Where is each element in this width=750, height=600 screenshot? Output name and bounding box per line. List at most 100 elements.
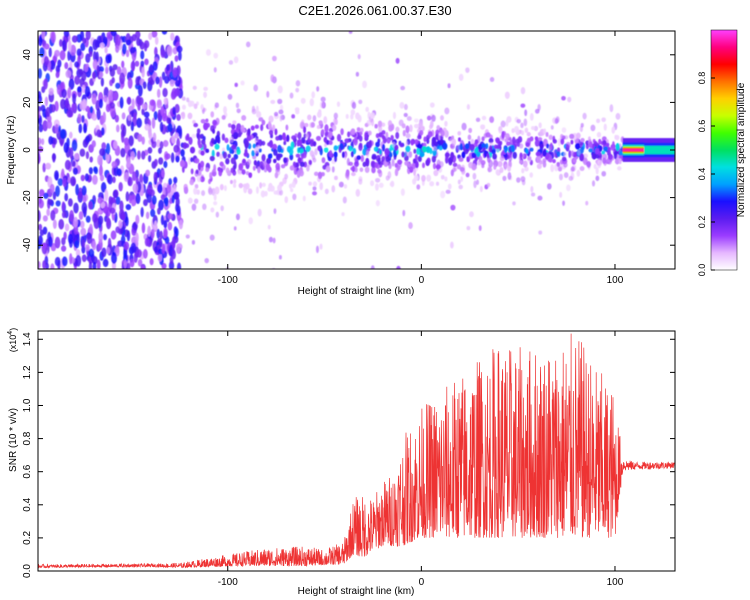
spectrogram-cell xyxy=(350,150,354,158)
spectrogram-cell xyxy=(585,200,589,206)
spectrogram-cell xyxy=(266,91,270,98)
spectrogram-cell xyxy=(196,175,202,183)
spectrogram-cell xyxy=(561,135,566,140)
spectrogram-cell xyxy=(413,148,417,154)
spectrogram-cell xyxy=(476,179,480,186)
spectrogram-cell xyxy=(273,148,278,156)
spectrogram-cell xyxy=(79,220,85,229)
spectrogram-cell xyxy=(126,96,132,105)
x-tick-label: 0 xyxy=(419,577,425,588)
y-tick-label: 0.2 xyxy=(22,531,33,545)
spectrogram-cell xyxy=(419,151,425,158)
spectrogram-cell xyxy=(320,96,326,102)
spectrogram-cell xyxy=(191,133,197,139)
spectrogram-cell xyxy=(93,167,99,175)
spectrogram-cell xyxy=(42,215,48,222)
spectrogram-cell xyxy=(112,176,116,184)
spectrogram-cell xyxy=(52,137,58,145)
spectrogram-cell xyxy=(486,152,490,159)
spectrogram-cell xyxy=(603,146,609,152)
spectrogram-cell xyxy=(582,153,589,159)
spectrogram-cell xyxy=(366,119,372,126)
spectrogram-cell xyxy=(192,85,197,90)
spectrogram-cell xyxy=(55,200,61,207)
spectrogram-cell xyxy=(472,172,477,180)
spectrogram-cell xyxy=(205,167,210,173)
spectrogram-cell xyxy=(52,219,57,229)
spectrogram-cell xyxy=(469,211,474,218)
spectrogram-cell xyxy=(343,184,348,189)
spectrogram-cell xyxy=(85,151,90,160)
spectrogram-cell xyxy=(601,117,606,123)
spectrogram-cell xyxy=(61,211,67,219)
spectrogram-cell xyxy=(125,39,132,46)
spectrogram-cell xyxy=(536,163,542,170)
spectrogram-cell xyxy=(212,119,217,126)
spectrogram-cell xyxy=(60,245,67,252)
spectrogram-cell xyxy=(617,166,622,171)
spectrogram-cell xyxy=(97,215,104,226)
spectrogram-cell xyxy=(618,158,622,165)
spectrogram-cell xyxy=(135,76,141,86)
spectrogram-cell xyxy=(209,172,213,179)
spectrogram-cell xyxy=(475,139,479,148)
spectrogram-cell xyxy=(503,147,508,154)
spectrogram-cell xyxy=(308,181,312,186)
spectrogram-cell xyxy=(209,234,215,241)
spectrogram-cell xyxy=(137,259,143,267)
spectrogram-cell xyxy=(595,175,600,182)
spectrogram-cell xyxy=(563,151,567,157)
spectrogram-cell xyxy=(362,80,367,89)
spectrogram-cell xyxy=(257,166,261,174)
spectrogram-cell xyxy=(552,139,558,144)
spectrogram-cell xyxy=(499,140,503,146)
spectrogram-cell xyxy=(81,254,87,263)
spectrogram-cell xyxy=(54,256,61,267)
spectrogram-cell xyxy=(427,131,433,138)
spectrogram-cell xyxy=(309,98,314,107)
spectrogram-cell xyxy=(570,166,575,172)
spectrogram-cell xyxy=(60,98,66,110)
spectrogram-cell xyxy=(421,162,426,169)
spectrogram-cell xyxy=(278,255,282,260)
spectrogram-cell xyxy=(273,208,277,215)
spectrogram-cell xyxy=(39,229,45,236)
spectrogram-cell xyxy=(290,188,294,193)
spectrogram-cell xyxy=(82,195,87,204)
spectrogram-cell xyxy=(534,108,540,114)
spectrogram-cell xyxy=(233,179,237,185)
spectrogram-cell xyxy=(172,106,176,116)
spectrogram-cell xyxy=(508,153,513,162)
spectrogram-cell xyxy=(257,208,262,217)
colorbar-tick-label: 0.2 xyxy=(697,216,707,229)
spectrogram-cell xyxy=(405,145,411,153)
spectrogram-cell xyxy=(130,151,135,161)
spectrogram-cell xyxy=(45,106,51,118)
spectrogram-cell xyxy=(536,155,542,164)
spectrogram-cell xyxy=(346,157,350,166)
spectrogram-cell xyxy=(80,42,86,52)
spectrogram-cell xyxy=(348,145,353,152)
spectrogram-cell xyxy=(520,176,526,182)
spectrogram-cell xyxy=(203,86,208,91)
spectrogram-cell xyxy=(130,121,135,132)
spectrogram-cell xyxy=(112,64,118,71)
spectrogram-cell xyxy=(417,155,422,162)
spectrogram-cell xyxy=(468,127,473,134)
spectrogram-cell xyxy=(375,199,380,207)
spectrogram-cell xyxy=(125,191,130,202)
spectrogram-cell xyxy=(511,128,515,133)
spectrogram-cell xyxy=(54,170,59,181)
spectrogram-cell xyxy=(89,106,94,114)
spectrogram-cell xyxy=(65,70,72,78)
colorbar-tick-label: 0.6 xyxy=(697,120,707,133)
spectrogram-cell xyxy=(161,112,168,122)
spectrogram-cell xyxy=(378,125,383,133)
spectrogram-cell xyxy=(41,243,47,250)
spectrogram-cell xyxy=(405,133,411,139)
spectrogram-cell xyxy=(488,138,494,144)
spectrogram-cell xyxy=(258,117,264,122)
snr-y-axis: 0.0 0.2 0.4 0.6 0.8 1.0 1.2 1.4 xyxy=(22,332,675,578)
spectrogram-cell xyxy=(120,147,126,158)
spectrogram-cell xyxy=(272,55,277,62)
